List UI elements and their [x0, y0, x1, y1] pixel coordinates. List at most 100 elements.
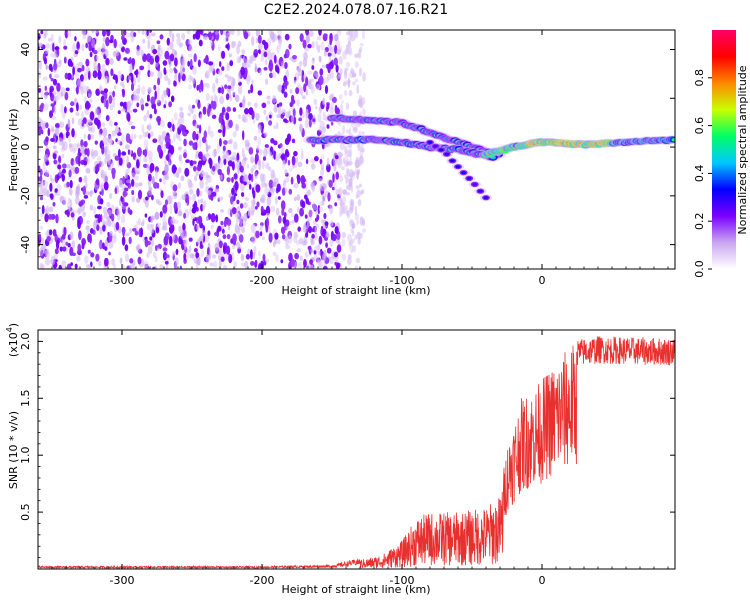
- noise-blob: [208, 157, 213, 165]
- noise-blob: [334, 226, 339, 235]
- noise-blob: [284, 168, 288, 176]
- noise-blob: [239, 165, 244, 173]
- noise-blob: [126, 100, 131, 110]
- noise-blob: [272, 95, 277, 104]
- noise-blob: [76, 142, 80, 148]
- noise-blob: [241, 147, 245, 158]
- noise-blob: [123, 202, 129, 207]
- noise-blob: [63, 132, 66, 141]
- noise-blob: [198, 30, 203, 35]
- noise-blob: [254, 66, 258, 73]
- noise-blob: [286, 133, 292, 143]
- noise-blob: [309, 264, 314, 269]
- noise-blob: [190, 214, 195, 221]
- noise-blob: [315, 223, 320, 228]
- noise-blob: [124, 144, 130, 150]
- noise-blob: [81, 242, 85, 250]
- noise-blob: [111, 160, 114, 168]
- noise-blob: [263, 67, 268, 71]
- noise-blob: [312, 203, 317, 211]
- descending-branch-core: [461, 171, 466, 175]
- noise-blob: [305, 89, 308, 96]
- noise-blob: [288, 207, 293, 214]
- noise-blob: [199, 190, 203, 197]
- noise-blob: [288, 167, 293, 172]
- noise-blob: [186, 30, 191, 35]
- noise-blob: [157, 144, 162, 154]
- noise-blob: [250, 249, 253, 260]
- noise-blob: [293, 234, 298, 244]
- noise-blob: [190, 183, 194, 189]
- noise-blob: [88, 119, 92, 125]
- noise-blob: [81, 43, 85, 52]
- noise-blob: [273, 105, 278, 113]
- noise-blob: [38, 176, 41, 181]
- noise-blob: [117, 132, 122, 136]
- noise-blob: [269, 114, 272, 119]
- noise-blob: [121, 108, 126, 112]
- noise-blob: [50, 255, 56, 266]
- noise-blob: [169, 139, 174, 145]
- noise-blob: [242, 117, 248, 123]
- noise-blob: [328, 56, 332, 64]
- noise-blob: [125, 32, 131, 39]
- noise-blob: [361, 30, 366, 40]
- noise-blob: [206, 190, 212, 196]
- noise-blob: [305, 232, 309, 238]
- noise-blob: [138, 217, 141, 226]
- noise-blob: [48, 63, 53, 71]
- noise-blob: [107, 166, 112, 171]
- noise-blob: [289, 88, 293, 94]
- noise-blob: [278, 215, 282, 224]
- noise-blob: [45, 89, 48, 98]
- noise-blob: [39, 168, 43, 176]
- noise-blob: [227, 160, 233, 167]
- noise-blob: [79, 81, 84, 87]
- noise-blob: [157, 65, 161, 72]
- noise-blob: [241, 157, 247, 167]
- noise-blob: [56, 184, 62, 191]
- noise-blob: [268, 61, 274, 72]
- noise-blob: [74, 166, 80, 174]
- noise-blob: [81, 111, 84, 120]
- noise-blob: [108, 95, 113, 104]
- noise-blob: [164, 260, 169, 265]
- noise-blob: [215, 78, 219, 84]
- noise-blob: [198, 151, 203, 160]
- noise-blob: [347, 254, 352, 259]
- noise-blob: [101, 67, 107, 72]
- noise-blob: [313, 70, 319, 77]
- noise-blob: [76, 255, 81, 262]
- noise-blob: [91, 30, 95, 34]
- noise-blob: [147, 61, 151, 72]
- noise-blob: [112, 100, 116, 108]
- noise-blob: [307, 70, 313, 75]
- spectrogram-y-axis-label: Frequency (Hz): [7, 109, 20, 192]
- noise-blob: [244, 139, 250, 147]
- noise-blob: [263, 41, 269, 51]
- noise-blob: [195, 252, 200, 259]
- noise-blob: [181, 57, 186, 66]
- noise-blob: [258, 43, 263, 50]
- noise-blob: [197, 215, 203, 225]
- noise-blob: [68, 187, 73, 196]
- noise-blob: [291, 138, 296, 144]
- noise-blob: [55, 127, 60, 136]
- noise-blob: [39, 247, 44, 257]
- noise-blob: [122, 84, 125, 89]
- noise-blob: [276, 44, 280, 54]
- noise-blob: [172, 250, 176, 256]
- noise-blob: [50, 77, 54, 82]
- noise-blob: [233, 239, 237, 246]
- noise-blob: [174, 69, 178, 74]
- noise-blob: [313, 250, 317, 255]
- colorbar-ticks: 0.0 0.2 0.4 0.6 0.8: [693, 69, 712, 278]
- noise-blob: [99, 198, 104, 205]
- noise-blob: [194, 175, 198, 182]
- noise-blob: [263, 132, 268, 138]
- noise-blob: [46, 236, 51, 242]
- noise-blob: [136, 49, 141, 56]
- noise-blob: [334, 33, 339, 42]
- noise-blob: [58, 264, 63, 269]
